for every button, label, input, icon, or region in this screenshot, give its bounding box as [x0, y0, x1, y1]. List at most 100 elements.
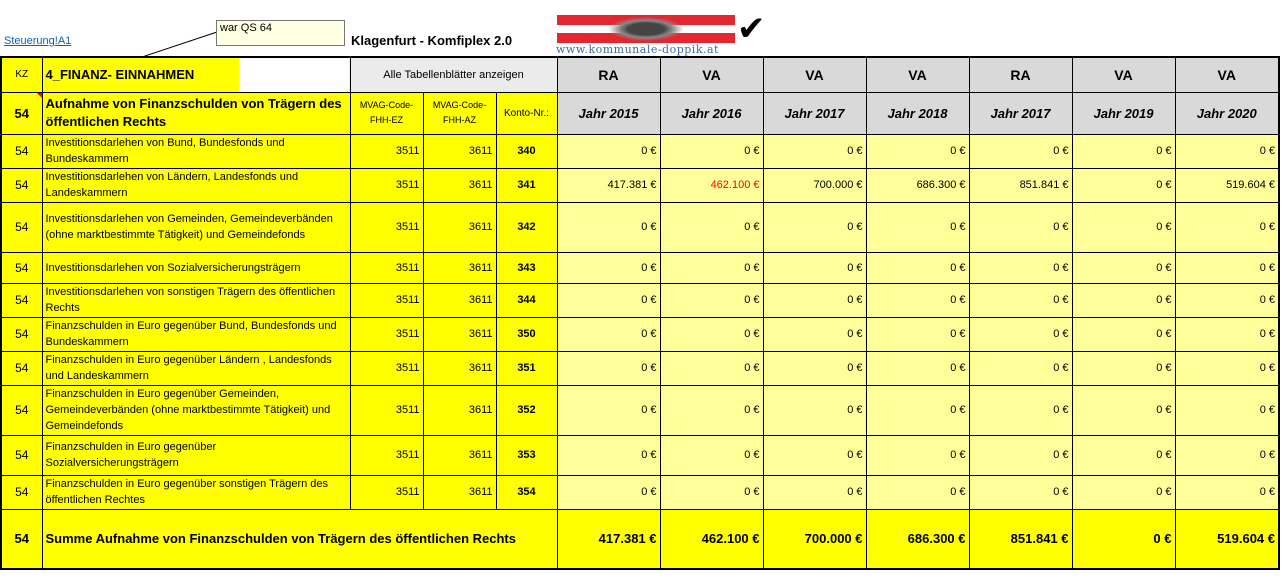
kz-cell[interactable]: 54: [0, 133, 43, 169]
konto-cell[interactable]: 340: [495, 133, 558, 169]
kz-cell[interactable]: 54: [0, 434, 43, 476]
mvag-ez-cell[interactable]: 3511: [349, 251, 424, 284]
kz-cell[interactable]: 54: [0, 251, 43, 284]
mvag-ez-cell[interactable]: 3511: [349, 384, 424, 436]
value-cell[interactable]: 0 €: [968, 282, 1073, 318]
value-cell[interactable]: 0 €: [1174, 133, 1280, 169]
value-cell[interactable]: 0 €: [968, 474, 1073, 510]
value-cell[interactable]: 700.000 €: [762, 167, 867, 203]
mvag-ez-cell[interactable]: 3511: [349, 474, 424, 510]
mvag-az-cell[interactable]: 3611: [422, 167, 497, 203]
value-cell[interactable]: 0 €: [1071, 201, 1176, 253]
value-cell[interactable]: 0 €: [556, 316, 661, 352]
value-cell[interactable]: 0 €: [659, 133, 764, 169]
value-cell[interactable]: 0 €: [762, 384, 867, 436]
value-cell[interactable]: 0 €: [1174, 316, 1280, 352]
description-cell[interactable]: Investitionsdarlehen von Sozialversicher…: [41, 251, 351, 284]
value-cell[interactable]: 0 €: [1174, 384, 1280, 436]
value-cell[interactable]: 0 €: [968, 133, 1073, 169]
value-cell[interactable]: 0 €: [1071, 474, 1176, 510]
value-cell[interactable]: 0 €: [865, 350, 970, 386]
value-cell[interactable]: 0 €: [762, 133, 867, 169]
mvag-az-cell[interactable]: 3611: [422, 434, 497, 476]
kz-cell[interactable]: 54: [0, 282, 43, 318]
value-cell[interactable]: 0 €: [968, 201, 1073, 253]
value-cell[interactable]: 0 €: [865, 282, 970, 318]
value-cell[interactable]: 0 €: [1071, 434, 1176, 476]
value-cell[interactable]: 462.100 €: [659, 167, 764, 203]
description-cell[interactable]: Finanzschulden in Euro gegenüber Bund, B…: [41, 316, 351, 352]
sum-value-cell[interactable]: 851.841 €: [968, 508, 1073, 570]
value-cell[interactable]: 0 €: [556, 133, 661, 169]
cell-reference-link[interactable]: Steuerung!A1: [4, 35, 72, 47]
value-cell[interactable]: 0 €: [865, 201, 970, 253]
value-cell[interactable]: 0 €: [968, 251, 1073, 284]
mvag-az-cell[interactable]: 3611: [422, 474, 497, 510]
konto-cell[interactable]: 342: [495, 201, 558, 253]
mvag-az-cell[interactable]: 3611: [422, 133, 497, 169]
description-cell[interactable]: Investitionsdarlehen von Gemeinden, Geme…: [41, 201, 351, 253]
mvag-az-cell[interactable]: 3611: [422, 350, 497, 386]
value-cell[interactable]: 0 €: [556, 474, 661, 510]
value-cell[interactable]: 0 €: [762, 282, 867, 318]
value-cell[interactable]: 0 €: [1071, 133, 1176, 169]
value-cell[interactable]: 0 €: [1071, 251, 1176, 284]
kz-cell[interactable]: 54: [0, 201, 43, 253]
description-cell[interactable]: Finanzschulden in Euro gegenüber sonstig…: [41, 474, 351, 510]
kz-cell[interactable]: 54: [0, 316, 43, 352]
value-cell[interactable]: 0 €: [865, 384, 970, 436]
value-cell[interactable]: 0 €: [865, 251, 970, 284]
konto-cell[interactable]: 353: [495, 434, 558, 476]
konto-cell[interactable]: 341: [495, 167, 558, 203]
mvag-az-cell[interactable]: 3611: [422, 201, 497, 253]
value-cell[interactable]: 0 €: [968, 434, 1073, 476]
konto-cell[interactable]: 344: [495, 282, 558, 318]
konto-cell[interactable]: 352: [495, 384, 558, 436]
kz-cell[interactable]: 54: [0, 384, 43, 436]
value-cell[interactable]: 0 €: [1174, 434, 1280, 476]
value-cell[interactable]: 0 €: [762, 434, 867, 476]
value-cell[interactable]: 0 €: [659, 251, 764, 284]
value-cell[interactable]: 0 €: [659, 434, 764, 476]
value-cell[interactable]: 0 €: [1071, 384, 1176, 436]
mvag-az-cell[interactable]: 3611: [422, 384, 497, 436]
description-cell[interactable]: Finanzschulden in Euro gegenüber Ländern…: [41, 350, 351, 386]
konto-cell[interactable]: 350: [495, 316, 558, 352]
description-cell[interactable]: Investitionsdarlehen von Bund, Bundesfon…: [41, 133, 351, 169]
value-cell[interactable]: 0 €: [556, 251, 661, 284]
value-cell[interactable]: 686.300 €: [865, 167, 970, 203]
value-cell[interactable]: 0 €: [762, 474, 867, 510]
value-cell[interactable]: 851.841 €: [968, 167, 1073, 203]
value-cell[interactable]: 0 €: [659, 474, 764, 510]
sum-value-cell[interactable]: 462.100 €: [659, 508, 764, 570]
mvag-ez-cell[interactable]: 3511: [349, 201, 424, 253]
website-url[interactable]: www.kommunale-doppik.at: [556, 43, 719, 56]
mvag-az-cell[interactable]: 3611: [422, 282, 497, 318]
value-cell[interactable]: 0 €: [968, 316, 1073, 352]
konto-cell[interactable]: 343: [495, 251, 558, 284]
value-cell[interactable]: 0 €: [968, 384, 1073, 436]
konto-cell[interactable]: 351: [495, 350, 558, 386]
value-cell[interactable]: 0 €: [762, 251, 867, 284]
value-cell[interactable]: 0 €: [659, 282, 764, 318]
cell-comment[interactable]: war QS 64: [216, 20, 345, 46]
sum-value-cell[interactable]: 0 €: [1071, 508, 1176, 570]
kz-cell[interactable]: 54: [0, 350, 43, 386]
value-cell[interactable]: 0 €: [865, 434, 970, 476]
description-cell[interactable]: Investitionsdarlehen von Ländern, Landes…: [41, 167, 351, 203]
show-all-sheets-button[interactable]: Alle Tabellenblätter anzeigen: [349, 56, 558, 93]
value-cell[interactable]: 0 €: [1174, 201, 1280, 253]
value-cell[interactable]: 417.381 €: [556, 167, 661, 203]
mvag-ez-cell[interactable]: 3511: [349, 282, 424, 318]
mvag-ez-cell[interactable]: 3511: [349, 316, 424, 352]
value-cell[interactable]: 0 €: [1174, 474, 1280, 510]
value-cell[interactable]: 0 €: [762, 350, 867, 386]
mvag-az-cell[interactable]: 3611: [422, 251, 497, 284]
sum-value-cell[interactable]: 417.381 €: [556, 508, 661, 570]
kz-cell[interactable]: 54: [0, 167, 43, 203]
mvag-az-cell[interactable]: 3611: [422, 316, 497, 352]
value-cell[interactable]: 0 €: [556, 384, 661, 436]
value-cell[interactable]: 519.604 €: [1174, 167, 1280, 203]
mvag-ez-cell[interactable]: 3511: [349, 350, 424, 386]
value-cell[interactable]: 0 €: [1174, 282, 1280, 318]
